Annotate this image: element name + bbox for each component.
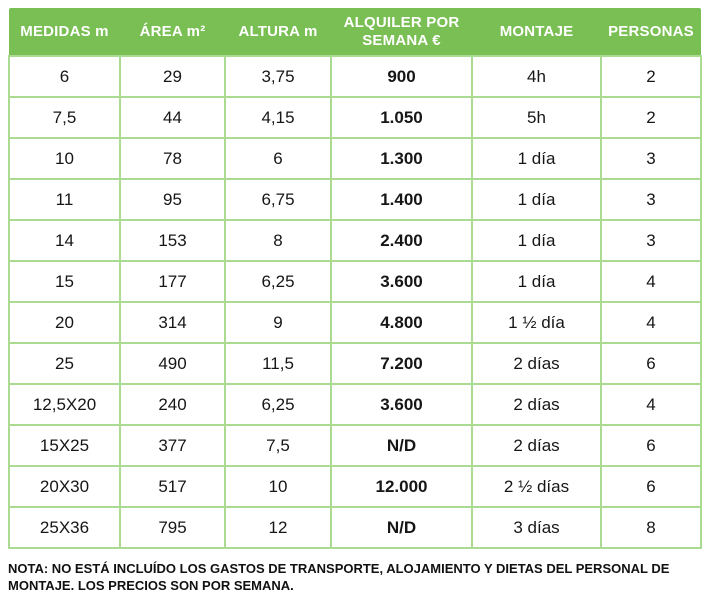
table-cell: 10	[224, 465, 332, 508]
header-row: MEDIDAS m ÁREA m² ALTURA m ALQUILER POR …	[9, 8, 701, 56]
table-cell: 6	[224, 137, 332, 180]
table-cell: 377	[119, 424, 226, 467]
column-header-medidas: MEDIDAS m	[9, 8, 120, 56]
table-cell: 4	[600, 260, 702, 303]
table-cell: 95	[119, 178, 226, 221]
table-row: 11 95 6,75 1.400 1 día 3	[8, 178, 702, 221]
table-cell: 2 días	[471, 383, 602, 426]
table-cell: 2	[600, 96, 702, 139]
table-cell: 25X36	[8, 506, 121, 549]
table-cell: 11	[8, 178, 121, 221]
table-cell: N/D	[330, 506, 473, 549]
table-cell: 4,15	[224, 96, 332, 139]
table-row: 20 314 9 4.800 1 ½ día 4	[8, 301, 702, 344]
table-cell: 3.600	[330, 383, 473, 426]
table-cell: 2 ½ días	[471, 465, 602, 508]
table-cell: N/D	[330, 424, 473, 467]
table-cell: 6	[600, 342, 702, 385]
table-cell: 1 día	[471, 137, 602, 180]
table-cell: 314	[119, 301, 226, 344]
table-cell: 1 día	[471, 260, 602, 303]
table-row: 15 177 6,25 3.600 1 día 4	[8, 260, 702, 303]
table-cell: 6,25	[224, 383, 332, 426]
table-cell: 1 día	[471, 219, 602, 262]
table-cell: 12,5X20	[8, 383, 121, 426]
table-row: 6 29 3,75 900 4h 2	[8, 55, 702, 98]
table-row: 7,5 44 4,15 1.050 5h 2	[8, 96, 702, 139]
table-row: 15X25 377 7,5 N/D 2 días 6	[8, 424, 702, 467]
table-cell: 1.300	[330, 137, 473, 180]
table-cell: 2.400	[330, 219, 473, 262]
table-cell: 29	[119, 55, 226, 98]
table-cell: 6	[600, 424, 702, 467]
pricing-table-header: MEDIDAS m ÁREA m² ALTURA m ALQUILER POR …	[9, 8, 701, 56]
column-header-personas: PERSONAS	[601, 8, 701, 56]
table-cell: 4	[600, 383, 702, 426]
table-cell: 7.200	[330, 342, 473, 385]
table-cell: 15	[8, 260, 121, 303]
table-cell: 6	[8, 55, 121, 98]
table-cell: 240	[119, 383, 226, 426]
table-cell: 4h	[471, 55, 602, 98]
table-cell: 3 días	[471, 506, 602, 549]
table-cell: 44	[119, 96, 226, 139]
table-row: 20X30 517 10 12.000 2 ½ días 6	[8, 465, 702, 508]
table-cell: 3	[600, 178, 702, 221]
table-cell: 3	[600, 219, 702, 262]
column-header-altura: ALTURA m	[225, 8, 331, 56]
table-cell: 6,25	[224, 260, 332, 303]
table-cell: 12.000	[330, 465, 473, 508]
table-cell: 490	[119, 342, 226, 385]
table-cell: 20X30	[8, 465, 121, 508]
table-cell: 1.400	[330, 178, 473, 221]
table-cell: 2 días	[471, 342, 602, 385]
table-cell: 1 día	[471, 178, 602, 221]
table-row: 10 78 6 1.300 1 día 3	[8, 137, 702, 180]
column-header-montaje: MONTAJE	[472, 8, 601, 56]
table-cell: 6	[600, 465, 702, 508]
table-cell: 3.600	[330, 260, 473, 303]
table-cell: 14	[8, 219, 121, 262]
table-cell: 7,5	[224, 424, 332, 467]
table-cell: 4.800	[330, 301, 473, 344]
table-cell: 1.050	[330, 96, 473, 139]
table-cell: 2 días	[471, 424, 602, 467]
table-cell: 25	[8, 342, 121, 385]
column-header-alquiler: ALQUILER POR SEMANA €	[331, 8, 472, 56]
pricing-table: MEDIDAS m ÁREA m² ALTURA m ALQUILER POR …	[8, 8, 702, 549]
table-cell: 9	[224, 301, 332, 344]
table-row: 25 490 11,5 7.200 2 días 6	[8, 342, 702, 385]
table-row: 12,5X20 240 6,25 3.600 2 días 4	[8, 383, 702, 426]
table-cell: 795	[119, 506, 226, 549]
table-cell: 10	[8, 137, 121, 180]
table-cell: 6,75	[224, 178, 332, 221]
footnote: NOTA: NO ESTÁ INCLUÍDO LOS GASTOS DE TRA…	[8, 561, 670, 593]
table-row: 25X36 795 12 N/D 3 días 8	[8, 506, 702, 549]
table-cell: 3	[600, 137, 702, 180]
table-cell: 5h	[471, 96, 602, 139]
table-cell: 12	[224, 506, 332, 549]
table-row: 14 153 8 2.400 1 día 3	[8, 219, 702, 262]
table-cell: 8	[600, 506, 702, 549]
column-header-area: ÁREA m²	[120, 8, 225, 56]
table-cell: 517	[119, 465, 226, 508]
table-cell: 11,5	[224, 342, 332, 385]
table-cell: 1 ½ día	[471, 301, 602, 344]
table-cell: 8	[224, 219, 332, 262]
table-cell: 20	[8, 301, 121, 344]
pricing-table-body: 6 29 3,75 900 4h 2 7,5 44 4,15 1.050 5h 2 10 78 6 1.300…	[8, 55, 702, 549]
table-cell: 78	[119, 137, 226, 180]
table-cell: 7,5	[8, 96, 121, 139]
table-cell: 2	[600, 55, 702, 98]
table-cell: 15X25	[8, 424, 121, 467]
table-cell: 177	[119, 260, 226, 303]
table-cell: 153	[119, 219, 226, 262]
table-cell: 900	[330, 55, 473, 98]
table-cell: 4	[600, 301, 702, 344]
table-cell: 3,75	[224, 55, 332, 98]
